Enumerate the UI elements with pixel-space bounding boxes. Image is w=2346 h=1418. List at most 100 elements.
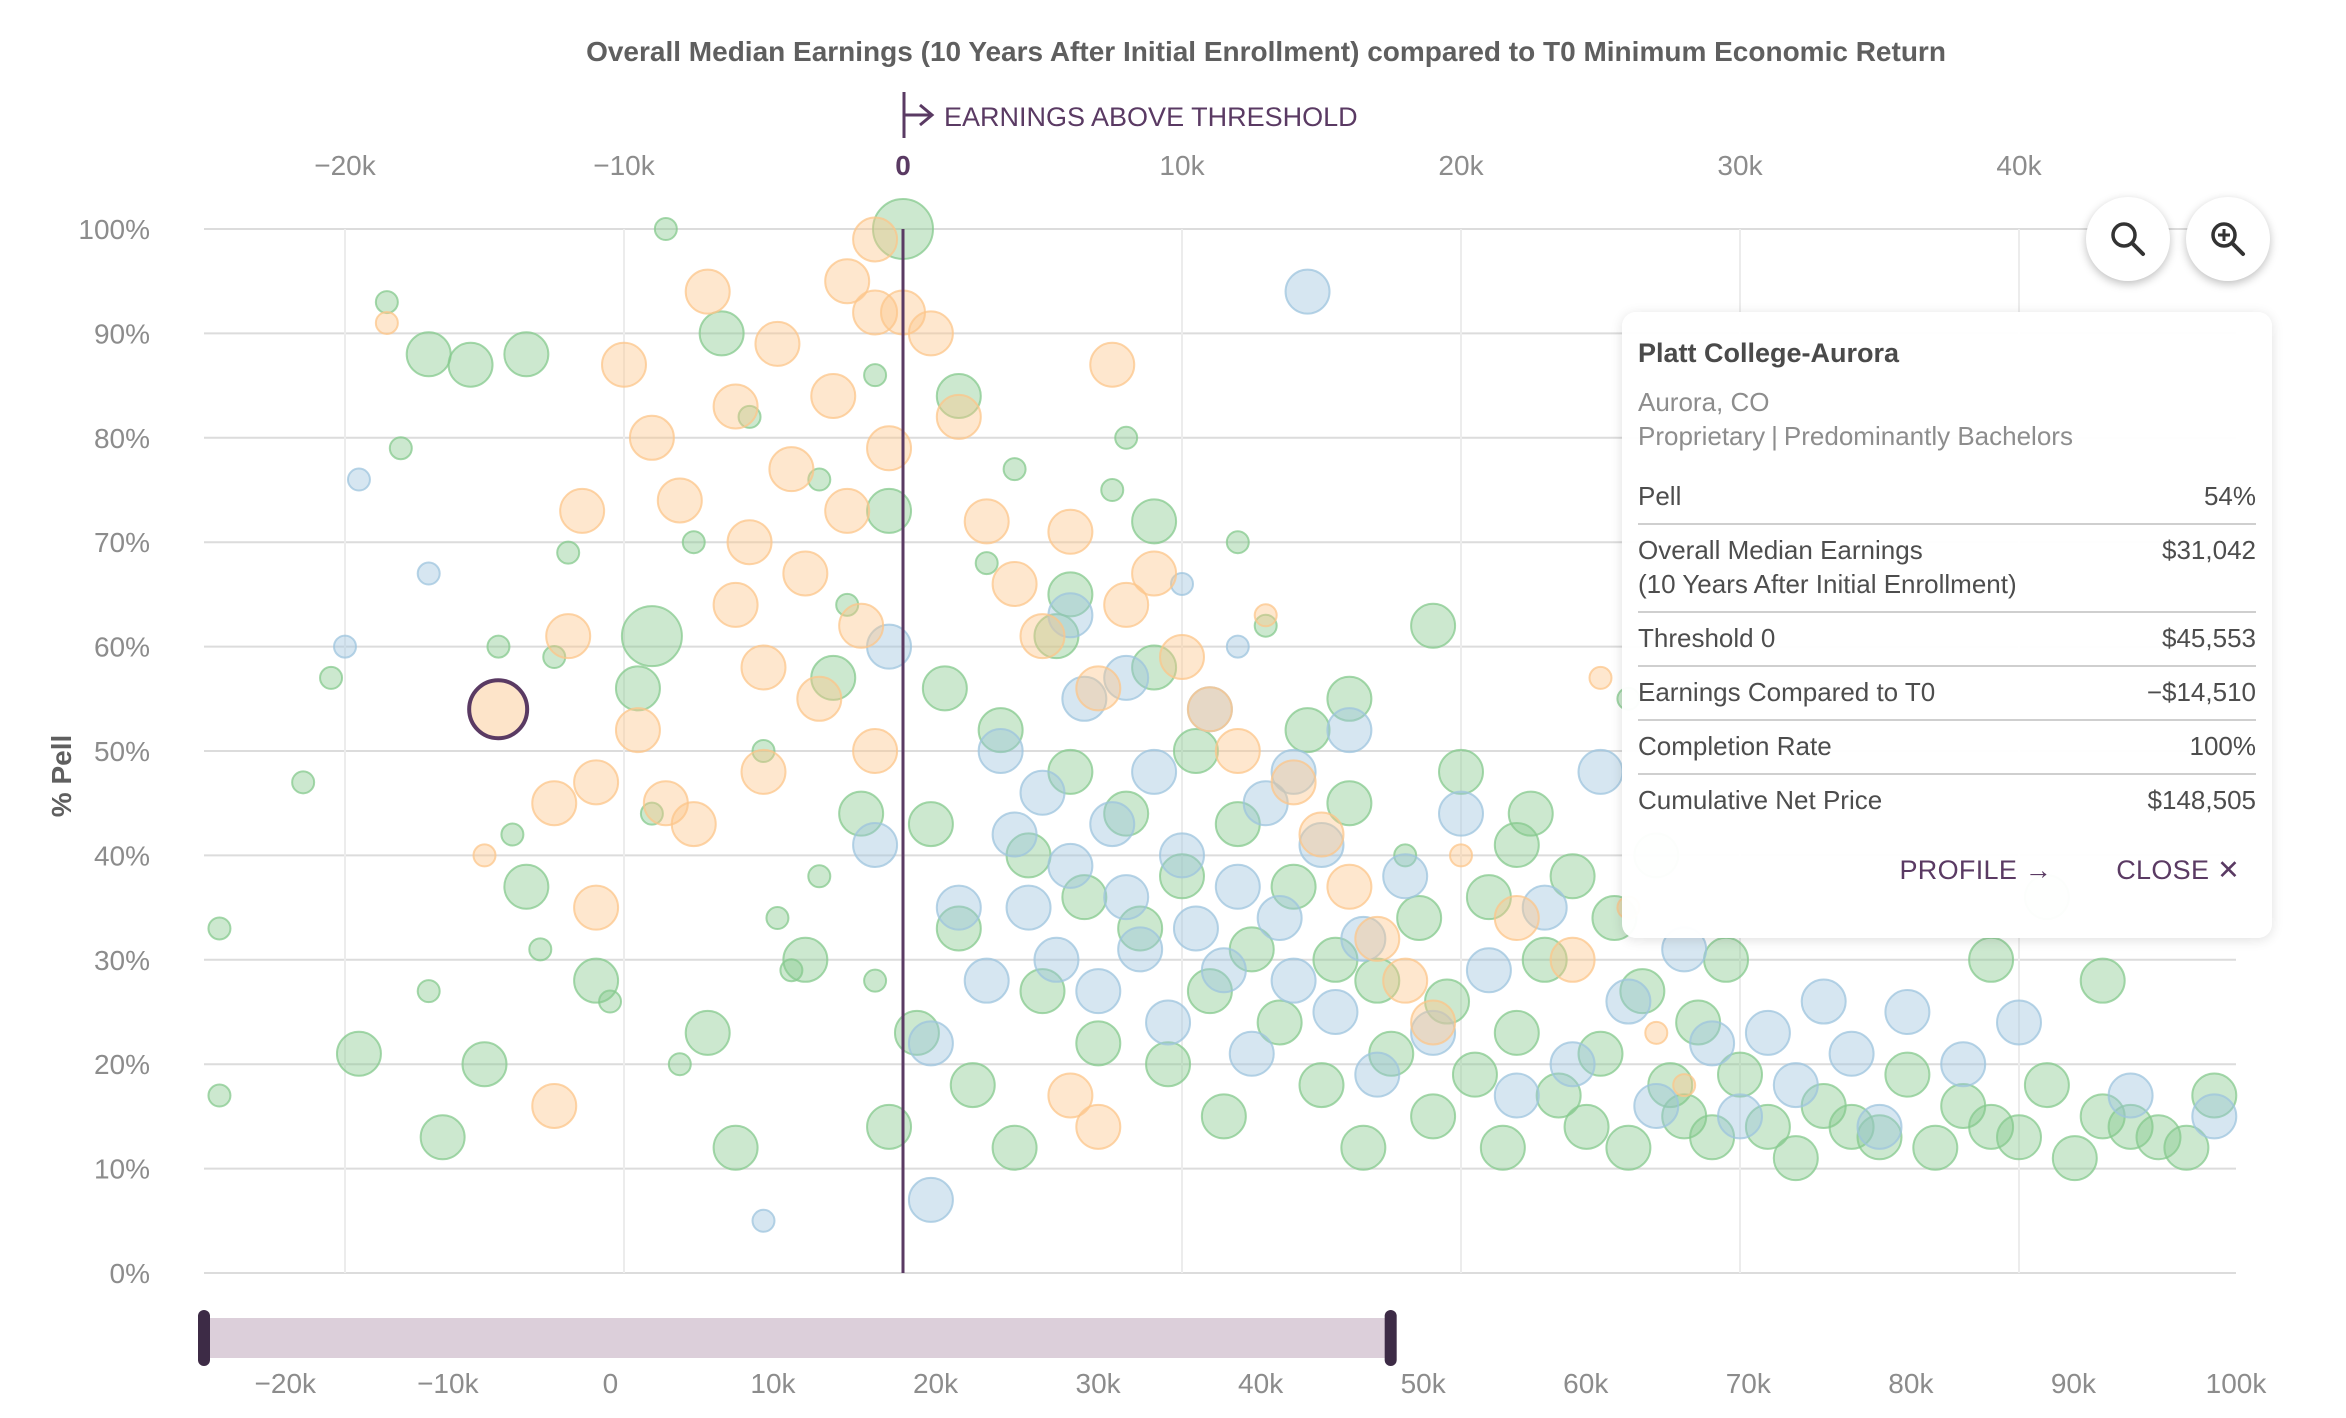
data-point-green[interactable] [1717,1051,1763,1098]
data-point-orange[interactable] [1089,341,1136,388]
data-point-green[interactable] [1354,957,1401,1004]
data-point-green[interactable] [2051,1135,2098,1182]
data-point-blue[interactable] [1075,968,1122,1015]
data-point-blue[interactable] [1800,978,1847,1025]
data-point-orange[interactable] [963,498,1010,545]
data-point-green[interactable] [419,1114,466,1161]
data-point-orange[interactable] [1549,936,1596,983]
data-point-green[interactable] [1117,905,1164,952]
data-point-orange[interactable] [740,644,787,691]
data-point-green[interactable] [1172,728,1219,774]
data-point-green[interactable] [737,404,762,429]
data-point-green[interactable] [207,916,232,941]
data-point-orange[interactable] [1270,759,1317,806]
data-point-green[interactable] [765,906,790,931]
data-point-orange[interactable] [531,1082,578,1129]
data-point-blue[interactable] [1717,1093,1763,1140]
data-point-orange[interactable] [472,843,497,868]
data-point-orange[interactable] [670,801,717,848]
data-point-green[interactable] [528,937,553,962]
data-point-green[interactable] [639,801,664,826]
data-point-blue[interactable] [1298,821,1345,868]
data-point-blue[interactable] [907,1020,954,1067]
data-point-green[interactable] [1396,895,1443,942]
data-point-green[interactable] [866,487,913,534]
close-button[interactable]: CLOSE ✕ [2116,855,2240,885]
data-point-green[interactable] [1493,1009,1540,1056]
data-point-blue[interactable] [1340,915,1387,962]
data-point-blue[interactable] [1689,1020,1736,1067]
brush-handle-left[interactable] [198,1310,210,1366]
data-point-orange[interactable] [782,550,829,597]
data-point-orange[interactable] [1047,508,1094,555]
data-point-blue[interactable] [346,467,371,492]
data-point-orange[interactable] [531,780,578,827]
data-point-green[interactable] [866,1103,913,1150]
data-point-orange[interactable] [614,707,661,754]
data-point-green[interactable] [461,1041,508,1088]
data-point-green[interactable] [751,739,776,763]
data-point-blue[interactable] [1772,1062,1819,1109]
data-point-green[interactable] [782,936,829,983]
data-point-orange[interactable] [1298,811,1345,858]
data-point-green[interactable] [779,958,804,983]
data-point-blue[interactable] [1131,748,1178,795]
data-point-blue[interactable] [1940,1041,1987,1088]
data-point-green[interactable] [974,551,999,576]
data-point-green[interactable] [598,989,623,1014]
data-point-orange[interactable] [810,373,857,420]
data-point-orange[interactable] [712,383,759,430]
data-point-orange[interactable] [1047,1072,1094,1119]
data-point-green[interactable] [863,968,888,993]
data-point-blue[interactable] [1549,1041,1596,1088]
data-point-green[interactable] [1968,936,2015,983]
data-point-green[interactable] [1549,853,1596,900]
data-point-green[interactable] [1200,1093,1247,1140]
brush-handle-right[interactable] [1384,1310,1397,1366]
data-point-orange[interactable] [852,728,899,774]
data-point-green[interactable] [614,665,661,712]
data-point-orange[interactable] [712,581,759,628]
data-point-green[interactable] [667,1052,692,1077]
data-point-green[interactable] [838,790,885,837]
data-point-green[interactable] [935,905,982,952]
data-point-green[interactable] [1772,1135,1819,1182]
data-point-green[interactable] [1521,936,1568,983]
data-point-green[interactable] [1100,478,1125,502]
data-point-green[interactable] [1563,1103,1610,1150]
data-point-green[interactable] [1856,1114,1903,1161]
data-point-blue[interactable] [333,634,357,659]
data-point-orange[interactable] [754,320,801,367]
data-point-green[interactable] [1340,1124,1387,1171]
data-point-green[interactable] [1605,1124,1652,1171]
data-point-green[interactable] [556,540,581,565]
data-point-blue[interactable] [852,821,899,868]
data-point-blue[interactable] [1270,748,1317,795]
data-point-blue[interactable] [1884,989,1931,1035]
data-point-blue[interactable] [1493,1072,1540,1119]
data-point-blue[interactable] [1354,1051,1401,1098]
data-point-orange[interactable] [374,310,399,335]
data-point-blue[interactable] [1047,842,1094,889]
data-point-blue[interactable] [1521,884,1568,931]
data-point-green[interactable] [1131,498,1178,545]
data-point-orange[interactable] [628,414,675,461]
data-point-green[interactable] [2163,1124,2210,1171]
data-point-orange[interactable] [684,268,731,315]
data-point-green[interactable] [1114,425,1139,450]
data-point-blue[interactable] [1270,957,1317,1004]
data-point-orange[interactable] [935,393,982,440]
data-point-orange[interactable] [1186,686,1233,733]
data-point-green[interactable] [1131,644,1178,691]
data-point-green[interactable] [1393,843,1418,868]
data-point-green[interactable] [1159,853,1205,900]
data-point-blue[interactable] [935,884,982,931]
data-point-green[interactable] [1479,1124,1526,1171]
data-point-green[interactable] [1410,602,1457,649]
data-point-orange[interactable] [838,602,885,649]
data-point-orange[interactable] [559,487,606,534]
data-point-orange[interactable] [545,613,592,660]
data-point-green[interactable] [1002,457,1027,482]
data-point-blue[interactable] [1033,936,1080,983]
data-point-blue[interactable] [2191,1093,2238,1140]
